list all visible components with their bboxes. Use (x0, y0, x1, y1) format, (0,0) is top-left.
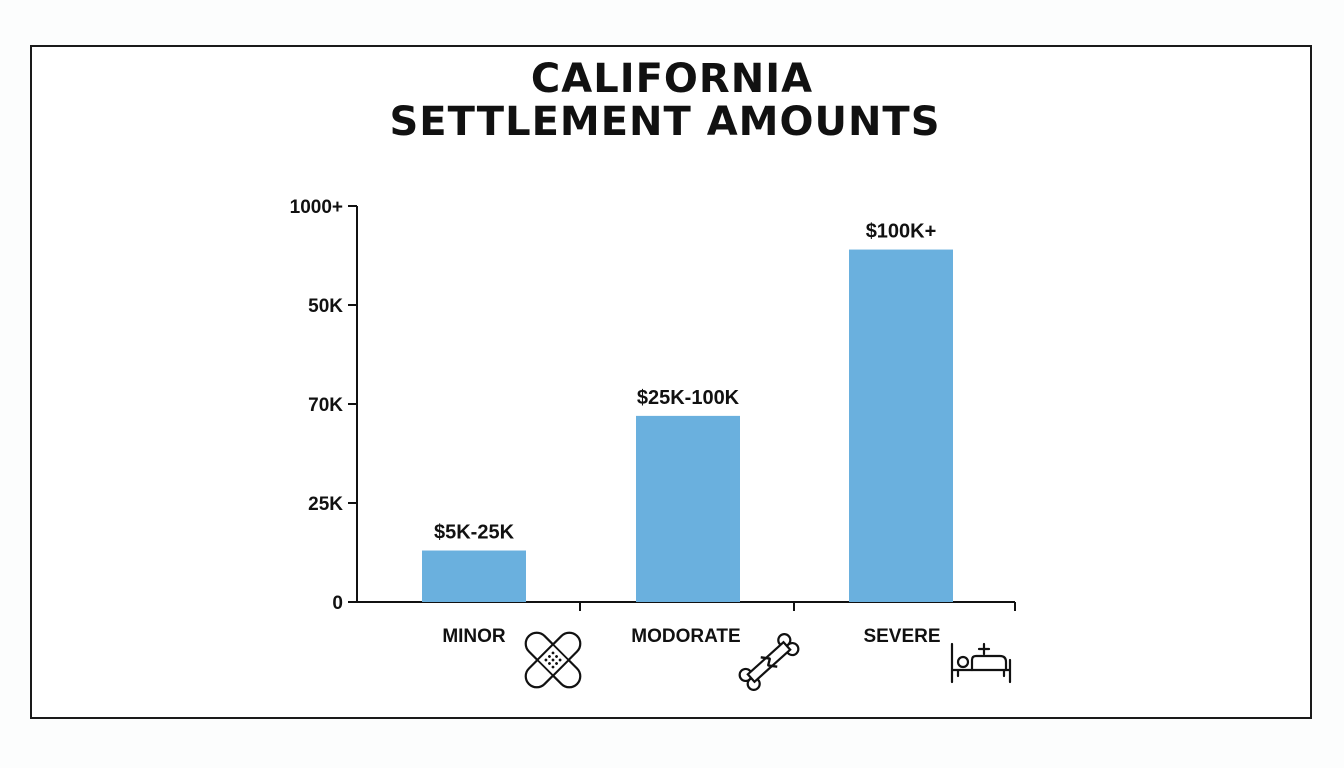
bar (636, 415, 740, 602)
bar (849, 249, 953, 602)
chart-title-line-1: CALIFORNIA (531, 56, 813, 102)
bandage-icon (524, 631, 582, 689)
chart-title-line-2: SETTLEMENT AMOUNTS (389, 99, 940, 145)
chart-bars (422, 249, 953, 602)
x-category-label: MINOR (442, 626, 506, 647)
bar-value-label: $5K-25K (434, 522, 515, 544)
chart-frame (30, 45, 1312, 719)
category-icons (524, 631, 1012, 691)
y-tick-label: 0 (332, 593, 343, 614)
chart-labels: $5K-25K $25K-100K $100K+ MINOR MODORATE SEVER… (434, 221, 941, 647)
bar-value-label: $100K+ (866, 221, 937, 243)
y-tick-label: 50K (308, 296, 343, 317)
y-tick-label: 25K (308, 494, 343, 515)
y-tick-label: 1000+ (290, 197, 343, 218)
broken-bone-icon (738, 633, 800, 691)
y-tick-label: 70K (308, 395, 343, 416)
bar (422, 550, 526, 602)
bar-value-label: $25K-100K (637, 387, 740, 409)
hospital-bed-icon (950, 642, 1012, 684)
x-category-label: SEVERE (863, 626, 940, 647)
x-category-label: MODORATE (631, 626, 740, 647)
chart-title: CALIFORNIA SETTLEMENT AMOUNTS (389, 56, 940, 145)
